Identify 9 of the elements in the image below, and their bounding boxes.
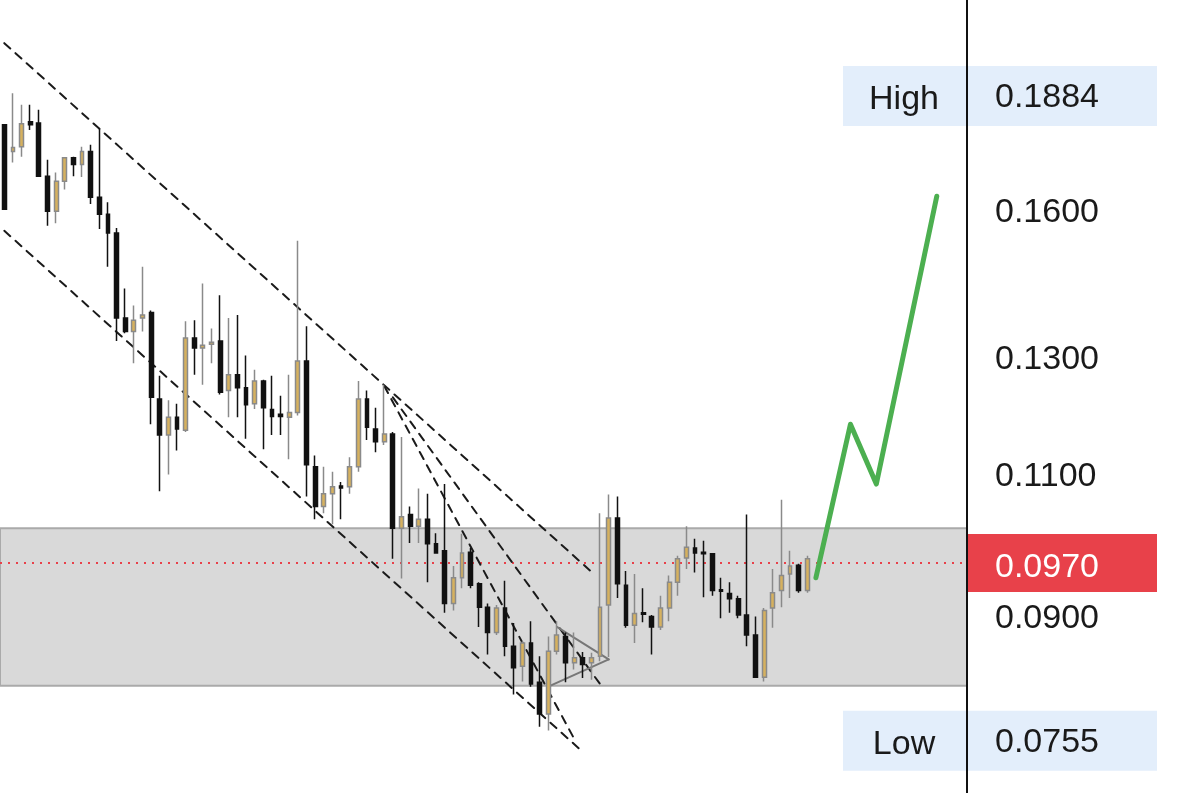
annotation: Low [872, 722, 936, 761]
y-tick-label: 0.1300 [995, 337, 1099, 376]
y-tick-label: 0.1100 [995, 455, 1097, 494]
y-tick-label: 0.0755 [995, 720, 1099, 759]
y-tick-label: 0.1600 [995, 191, 1099, 230]
y-tick-label: 0.1884 [995, 76, 1099, 115]
annotation: High [869, 78, 939, 117]
y-tick-label: 0.0900 [995, 596, 1099, 635]
ref-line-label: 0.0970 [995, 546, 1099, 585]
